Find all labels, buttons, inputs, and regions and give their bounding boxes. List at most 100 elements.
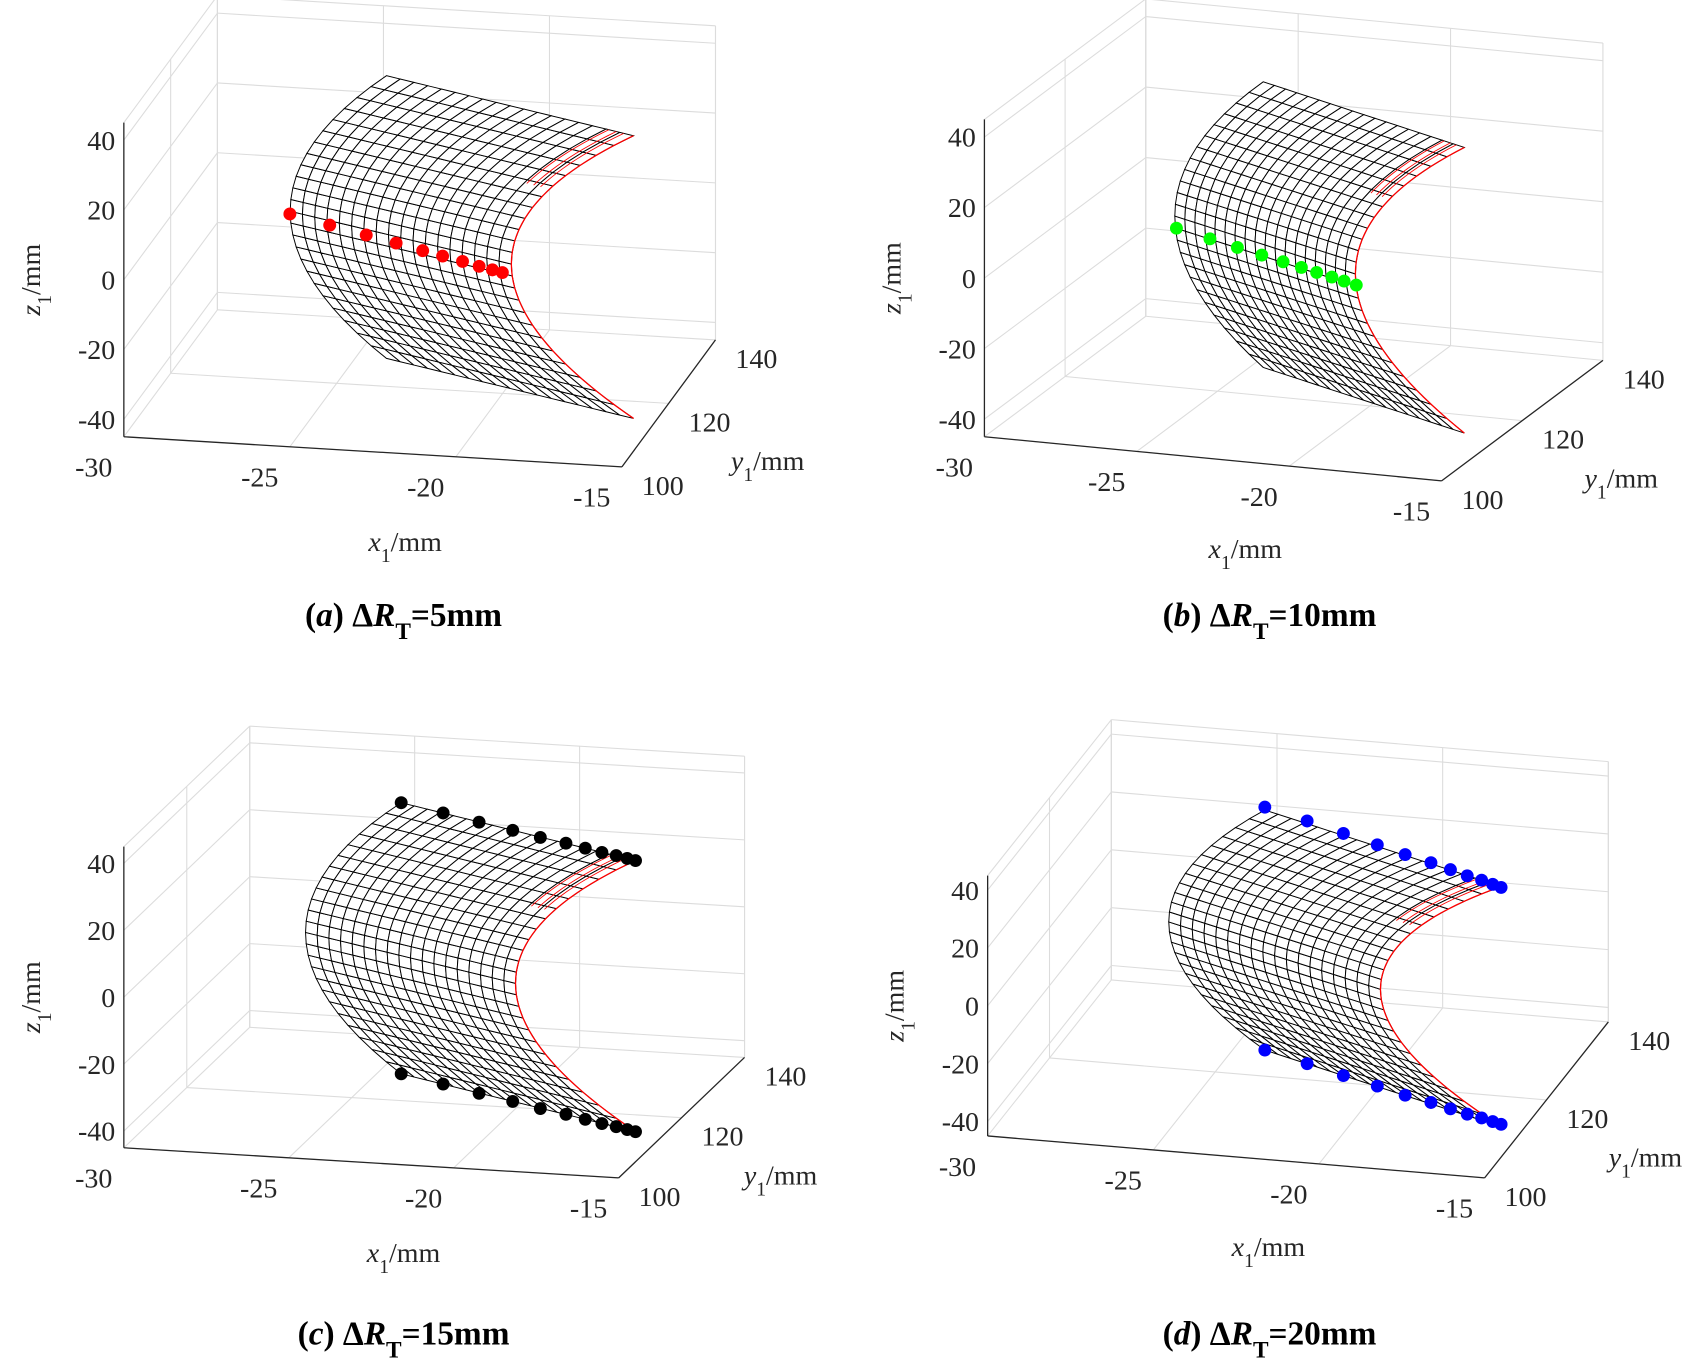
contact-hatch	[1370, 140, 1445, 194]
contact-point	[389, 236, 403, 250]
label-part: =15mm	[402, 1316, 510, 1353]
label-part: (	[1163, 1316, 1174, 1353]
grid-line	[217, 12, 716, 44]
contact-point	[495, 266, 509, 280]
contact-point	[436, 1077, 450, 1091]
grid-line	[249, 809, 745, 841]
x-axis	[123, 436, 622, 468]
y-axis-label: y1/mm	[1582, 463, 1659, 503]
label-part: z	[880, 1031, 911, 1043]
z-tick-label: 40	[87, 849, 115, 880]
y-tick-label: 100	[1505, 1182, 1547, 1213]
label-part: z	[16, 1022, 47, 1034]
box-edge	[123, 725, 251, 847]
contact-point	[1169, 221, 1183, 235]
z-axis-label: z1/mm	[16, 961, 56, 1034]
label-part: R	[1230, 597, 1253, 634]
grid-line	[987, 791, 1112, 949]
grid-line	[123, 292, 218, 420]
label-part: ) Δ	[333, 597, 373, 634]
y-tick-label: 100	[1462, 485, 1504, 516]
contact-line	[510, 135, 634, 419]
x-tick-label: -20	[1240, 482, 1277, 513]
contact-point	[1300, 1057, 1314, 1071]
box-edge	[249, 725, 745, 757]
label-part: y	[1606, 1143, 1622, 1174]
contact-point	[506, 823, 520, 837]
label-part: 1	[1597, 482, 1607, 503]
contact-point	[1370, 838, 1384, 852]
label-part: 1	[756, 1179, 766, 1200]
label-part: a	[316, 597, 333, 634]
z-tick-label: -40	[942, 1107, 979, 1138]
grid-line	[987, 907, 1112, 1064]
y-tick-label: 140	[1628, 1026, 1670, 1057]
contact-point	[533, 831, 547, 844]
x-axis-label: x1/mm	[367, 527, 442, 566]
y-axis-label: y1/mm	[728, 446, 805, 486]
label-part: 1	[1221, 552, 1231, 573]
contact-point	[1276, 255, 1290, 269]
contact-point	[1336, 1069, 1350, 1083]
contact-point	[1398, 1088, 1412, 1102]
contact-line	[1354, 146, 1465, 434]
contact-point	[1494, 1117, 1508, 1131]
label-part: T	[1253, 619, 1269, 645]
contact-point	[609, 1120, 623, 1134]
z-tick-label: -20	[78, 1050, 115, 1081]
x-tick-label: -30	[75, 453, 112, 484]
contact-line	[1379, 885, 1502, 1128]
grid-line	[1049, 1057, 1547, 1101]
y-axis	[618, 1056, 745, 1179]
label-part: (	[298, 1316, 309, 1353]
contact-point	[1370, 1079, 1384, 1093]
grid-line	[123, 943, 251, 1065]
contact-point	[1230, 241, 1244, 254]
contact-point	[1460, 869, 1474, 883]
z-tick-label: 20	[87, 196, 115, 227]
label-part: 1	[895, 293, 916, 303]
contact-line	[514, 859, 636, 1133]
contact-point	[1424, 856, 1438, 870]
x-axis	[123, 1147, 619, 1179]
x-axis	[984, 436, 1442, 482]
label-part: /mm	[880, 970, 911, 1022]
grid-line	[249, 742, 745, 774]
x-tick-label: -25	[1105, 1166, 1142, 1197]
contact-point	[559, 836, 573, 850]
contact-hatch	[1381, 144, 1457, 198]
z-tick-label: 40	[87, 126, 115, 157]
grid-line	[1145, 16, 1604, 62]
label-part: =20mm	[1269, 1316, 1377, 1353]
y-tick-label: 120	[1566, 1104, 1608, 1135]
contact-point	[533, 1102, 547, 1116]
grid-line	[984, 16, 1147, 138]
contact-point	[456, 254, 469, 268]
label-part: 1	[1621, 1161, 1631, 1182]
contact-point	[559, 1107, 573, 1121]
grid-line	[1111, 733, 1609, 777]
contact-hatch	[1376, 142, 1451, 196]
grid-line	[987, 733, 1112, 891]
y-axis	[1441, 359, 1604, 482]
z-tick-label: -20	[939, 334, 976, 365]
label-part: 1	[381, 545, 391, 566]
label-part: T	[1253, 1338, 1269, 1364]
label-part: 1	[743, 465, 753, 486]
label-part: =10mm	[1269, 597, 1377, 634]
y-tick-label: 140	[735, 344, 777, 375]
contact-point	[416, 244, 430, 258]
z-tick-label: 40	[948, 123, 976, 154]
label-part: /mm	[389, 1238, 441, 1269]
contact-point	[609, 849, 623, 863]
label-part: /mm	[753, 446, 805, 477]
z-tick-label: 20	[948, 193, 976, 224]
contact-point	[472, 259, 486, 273]
label-part: x	[1208, 534, 1222, 565]
contact-point	[485, 263, 499, 277]
y-tick-label: 140	[764, 1061, 806, 1092]
z-tick-label: -40	[78, 1117, 115, 1148]
label-part: 1	[34, 295, 55, 305]
label-part: /mm	[1231, 534, 1283, 565]
